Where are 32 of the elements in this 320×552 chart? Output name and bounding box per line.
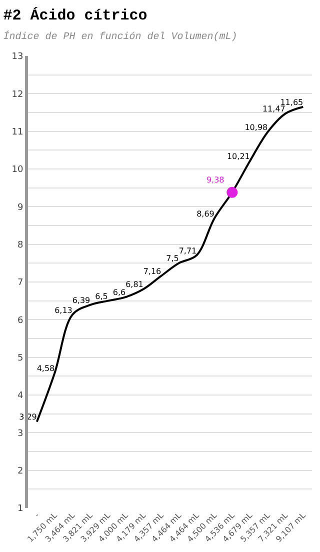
data-label: 6,13 (54, 306, 72, 315)
chart-title: #2 Ácido cítrico (3, 6, 148, 24)
y-tick-label: 8 (17, 240, 24, 250)
data-label: 10,21 (226, 152, 250, 162)
y-tick-label: 2 (17, 466, 24, 476)
y-tick-label: 5 (17, 353, 24, 364)
y-tick-label: 9 (17, 202, 24, 213)
data-label: 6,5 (95, 292, 108, 301)
data-label: 8,69 (196, 209, 214, 218)
y-tick-label: 3 (17, 428, 24, 439)
y-tick-label: 11 (12, 127, 24, 138)
y-tick-label: 13 (12, 52, 24, 62)
line-series (36, 106, 304, 423)
y-tick-label: 10 (12, 165, 24, 176)
data-label: 7,71 (178, 246, 197, 256)
data-label: 9,38 (206, 175, 224, 184)
x-tick-label: - (32, 510, 42, 520)
y-tick-label: 4 (17, 391, 24, 402)
y-tick-label: 1 (17, 504, 24, 514)
y-tick-label: 7 (17, 278, 24, 288)
y-tick-label: 12 (12, 90, 24, 100)
data-label: 11,65 (280, 98, 304, 107)
data-label: 11,47 (262, 104, 286, 114)
data-label: 6,81 (126, 280, 144, 290)
data-label: 7,16 (143, 266, 162, 276)
data-label: 10,98 (244, 123, 268, 132)
data-label: 6,6 (112, 288, 126, 298)
data-label: 4,58 (36, 364, 55, 374)
data-label: 7,5 (166, 254, 179, 264)
chart-subtitle: Índice de PH en función del Volumen(mL) (3, 30, 238, 43)
y-tick-label: 6 (17, 316, 24, 326)
data-label: 6,39 (72, 296, 90, 305)
